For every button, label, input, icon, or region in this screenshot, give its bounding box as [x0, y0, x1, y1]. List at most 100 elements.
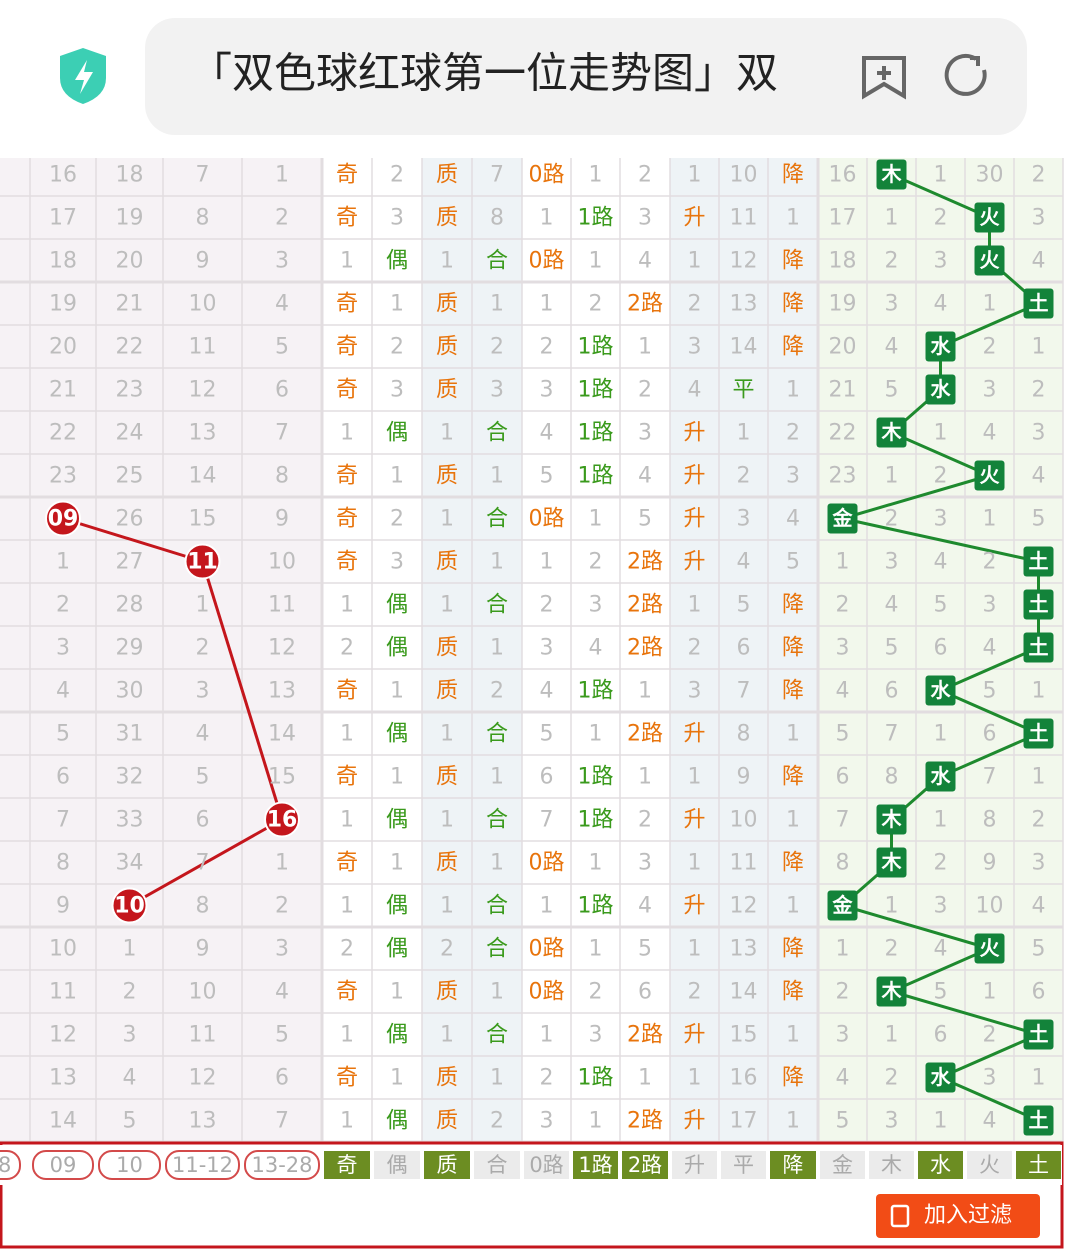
- cell: 0路: [529, 163, 565, 188]
- element-box: [925, 761, 956, 792]
- filter-row: 08 09 10 11-12 13-28 奇 偶 质 合 0路 1路 2路升 平 降 金 木 水 火 土: [0, 1145, 1062, 1185]
- option-label[interactable]: 金: [832, 1153, 853, 1177]
- cell: 1: [540, 206, 554, 231]
- address-bar[interactable]: [145, 18, 1027, 135]
- range-label[interactable]: 09: [50, 1153, 77, 1177]
- cell: 11: [189, 1023, 217, 1048]
- cell: 4: [275, 980, 289, 1005]
- cell: 3: [638, 851, 652, 876]
- option-chip[interactable]: [918, 1151, 963, 1179]
- element-label: 金: [832, 893, 854, 917]
- cell: 8: [983, 808, 997, 833]
- cell: 奇: [336, 378, 358, 403]
- option-label[interactable]: 1路: [578, 1153, 612, 1177]
- cell: 5: [275, 335, 289, 360]
- cell: 5: [737, 593, 751, 618]
- cell: 5: [196, 765, 210, 790]
- cell: 1: [440, 249, 454, 274]
- cell: 1: [340, 722, 354, 747]
- option-label[interactable]: 降: [783, 1153, 804, 1177]
- option-chip[interactable]: [869, 1151, 914, 1179]
- cell: 2: [56, 593, 70, 618]
- cell: 1: [340, 593, 354, 618]
- range-label[interactable]: 10: [116, 1153, 143, 1177]
- option-chip[interactable]: [573, 1151, 618, 1179]
- option-label[interactable]: 土: [1028, 1153, 1049, 1177]
- option-chip[interactable]: [820, 1151, 865, 1179]
- option-chip[interactable]: [770, 1151, 816, 1179]
- bookmark-icon[interactable]: [862, 56, 906, 100]
- cell: 奇: [336, 851, 358, 876]
- option-label[interactable]: 升: [684, 1153, 705, 1177]
- reload-icon[interactable]: [944, 53, 987, 96]
- cell: 3: [1032, 851, 1046, 876]
- option-label[interactable]: 平: [733, 1153, 754, 1177]
- cell: 18: [49, 249, 77, 274]
- cell: 2路: [627, 292, 663, 317]
- add-filter-label[interactable]: 加入过滤: [924, 1203, 1012, 1228]
- option-label[interactable]: 木: [881, 1153, 902, 1177]
- cell: 2: [737, 464, 751, 489]
- range-chip[interactable]: [32, 1150, 94, 1180]
- option-label[interactable]: 奇: [337, 1153, 358, 1177]
- cell: 27: [116, 550, 144, 575]
- cell: 质: [436, 851, 458, 876]
- option-label[interactable]: 水: [930, 1153, 951, 1177]
- cell: 0路: [529, 507, 565, 532]
- option-chip[interactable]: [424, 1151, 470, 1179]
- cell: 1: [390, 679, 404, 704]
- cell: 2: [540, 335, 554, 360]
- cell: 1: [786, 808, 800, 833]
- cell: 26: [116, 507, 144, 532]
- option-chip[interactable]: [324, 1151, 370, 1179]
- cell: 1: [688, 851, 702, 876]
- cell: 2: [1032, 808, 1046, 833]
- range-chip[interactable]: [244, 1150, 320, 1180]
- cell: 降: [782, 1066, 804, 1091]
- cell: 2路: [627, 1109, 663, 1134]
- range-label[interactable]: 11-12: [172, 1153, 233, 1177]
- range-chip[interactable]: [0, 1150, 21, 1180]
- range-label[interactable]: 08: [0, 1153, 11, 1177]
- cell: 3: [983, 1066, 997, 1091]
- cell: 9: [56, 894, 70, 919]
- option-chip[interactable]: [967, 1151, 1012, 1179]
- address-text[interactable]: 「双色球红球第一位走势图」双: [190, 49, 778, 98]
- option-label[interactable]: 0路: [529, 1153, 563, 1177]
- cell: 质: [436, 765, 458, 790]
- cell: 12: [49, 1023, 77, 1048]
- option-label[interactable]: 合: [487, 1153, 508, 1177]
- cell: 3: [56, 636, 70, 661]
- cell: 1: [688, 1066, 702, 1091]
- cell: 2: [885, 249, 899, 274]
- element-box: [1023, 1019, 1054, 1050]
- cell: 34: [116, 851, 144, 876]
- option-chip[interactable]: [524, 1151, 569, 1179]
- cell: 1: [688, 249, 702, 274]
- cell: 4: [688, 378, 702, 403]
- option-chip[interactable]: [622, 1151, 668, 1179]
- range-chip[interactable]: [165, 1150, 240, 1180]
- option-chip[interactable]: [672, 1151, 717, 1179]
- column-band: [818, 153, 1063, 1142]
- element-label: 土: [1029, 1108, 1049, 1132]
- option-chip[interactable]: [474, 1151, 520, 1179]
- cell: 质: [436, 679, 458, 704]
- element-label: 水: [931, 678, 952, 702]
- cell: 偶: [386, 808, 408, 833]
- range-label[interactable]: 13-28: [251, 1153, 312, 1177]
- option-label[interactable]: 火: [979, 1153, 1000, 1177]
- option-chip[interactable]: [374, 1151, 420, 1179]
- option-label[interactable]: 质: [437, 1153, 458, 1177]
- option-label[interactable]: 2路: [628, 1153, 662, 1177]
- option-chip[interactable]: [1016, 1151, 1061, 1179]
- cell: 2路: [627, 1023, 663, 1048]
- add-filter-button[interactable]: [876, 1194, 1040, 1238]
- range-chip[interactable]: [98, 1150, 161, 1180]
- cell: 1: [490, 636, 504, 661]
- element-box: [1023, 546, 1054, 577]
- element-box: [1023, 288, 1054, 319]
- option-label[interactable]: 偶: [387, 1153, 408, 1177]
- option-chip[interactable]: [721, 1151, 766, 1179]
